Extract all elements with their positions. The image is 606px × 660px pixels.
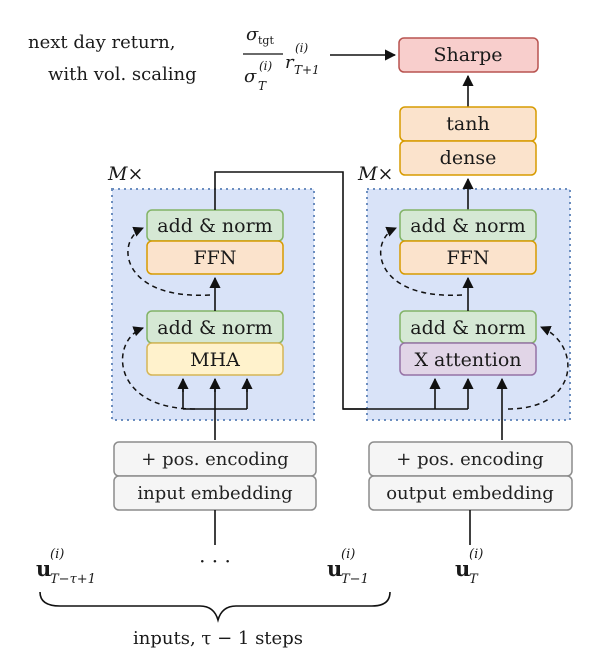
input-first-u: u — [36, 556, 51, 581]
return-sub-T1: T+1 — [294, 63, 320, 77]
encoder-ffn-label: FFN — [194, 247, 237, 269]
dense-label: dense — [440, 147, 497, 169]
decoder-x-attention-box — [399, 342, 537, 376]
input-ellipsis: · · · — [199, 549, 231, 573]
decoder-ffn-label: FFN — [447, 247, 490, 269]
encoder-mha-label: MHA — [190, 349, 240, 371]
encoder-repeat-label: M× — [107, 163, 143, 185]
decoder-pos-encoding-label: + pos. encoding — [396, 449, 543, 470]
output-input-sup: (i) — [469, 547, 483, 562]
output-input-sub: T — [469, 572, 479, 587]
sigma-sub-T: T — [258, 79, 267, 93]
sigma-sup-i: (i) — [259, 59, 273, 73]
decoder-add-norm-bottom-label: add & norm — [410, 317, 525, 339]
sigma-denominator: σ — [244, 66, 257, 87]
input-brace — [39, 591, 391, 623]
decoder-embedding-label: output embedding — [386, 483, 554, 504]
inputs-caption: inputs, τ − 1 steps — [133, 628, 303, 649]
sigma-tgt-subscript: tgt — [258, 34, 274, 47]
input-first-sup: (i) — [50, 547, 64, 562]
encoder-residual-2 — [127, 226, 211, 296]
decoder-add-norm-top-label: add & norm — [410, 215, 525, 237]
encoder-mha-box — [146, 342, 284, 376]
input-last-sub: T−1 — [341, 572, 369, 587]
output-input-u: u — [455, 556, 470, 581]
decoder-residual-2 — [379, 226, 463, 296]
tanh-label: tanh — [446, 113, 489, 135]
return-symbol: r — [285, 52, 295, 73]
header-line2: with vol. scaling — [48, 64, 197, 85]
output-input: u (i) T — [455, 547, 483, 587]
decoder-x-attention-label: X attention — [414, 349, 521, 371]
encoder-ffn-box — [146, 240, 284, 275]
sigma-numerator: σ — [246, 24, 259, 45]
header-label: next day return, with vol. scaling σ tgt… — [28, 24, 320, 93]
decoder-repeat-label: M× — [357, 163, 393, 185]
encoder-embedding-label: input embedding — [137, 483, 292, 504]
encoder-pos-encoding-label: + pos. encoding — [141, 449, 288, 470]
encoder-add-norm-bottom-label: add & norm — [157, 317, 272, 339]
decoder-ffn-box — [399, 240, 537, 275]
dense-box — [399, 140, 537, 176]
input-first: u (i) T−τ+1 — [36, 547, 96, 587]
encoder-residual-1 — [121, 326, 196, 410]
decoder-residual-1 — [507, 326, 569, 410]
input-last-u: u — [327, 556, 342, 581]
sharpe-label: Sharpe — [433, 44, 502, 66]
input-last: u (i) T−1 — [327, 547, 369, 587]
input-last-sup: (i) — [341, 547, 355, 562]
header-line1: next day return, — [28, 32, 176, 53]
input-first-sub: T−τ+1 — [50, 572, 96, 587]
sharpe-box — [398, 37, 539, 73]
return-sup-i: (i) — [295, 41, 309, 55]
encoder-add-norm-top-label: add & norm — [157, 215, 272, 237]
encoder-qkv-split — [182, 379, 248, 440]
